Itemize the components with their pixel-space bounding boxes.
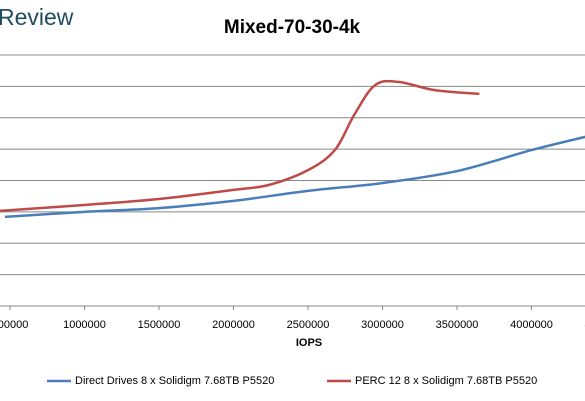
line-series	[4, 135, 585, 219]
chart-title: Mixed-70-30-4k	[224, 17, 361, 38]
x-tick-label: 2000000	[212, 319, 255, 331]
line-series	[0, 79, 480, 213]
x-tick-label: 3500000	[436, 319, 479, 331]
watermark: Review	[0, 4, 74, 30]
x-axis-title: IOPS	[296, 337, 322, 349]
x-tick-label: 3000000	[361, 319, 404, 331]
x-tick-label: 2500000	[287, 319, 330, 331]
x-tick-label: 500000	[0, 319, 28, 331]
x-tick-label: 1000000	[63, 319, 106, 331]
legend-label: PERC 12 8 x Solidigm 7.68TB P5520	[355, 375, 537, 387]
x-tick-label: 1500000	[138, 319, 181, 331]
x-tick-label: 4000000	[510, 319, 553, 331]
legend-label: Direct Drives 8 x Solidigm 7.68TB P5520	[75, 375, 274, 387]
